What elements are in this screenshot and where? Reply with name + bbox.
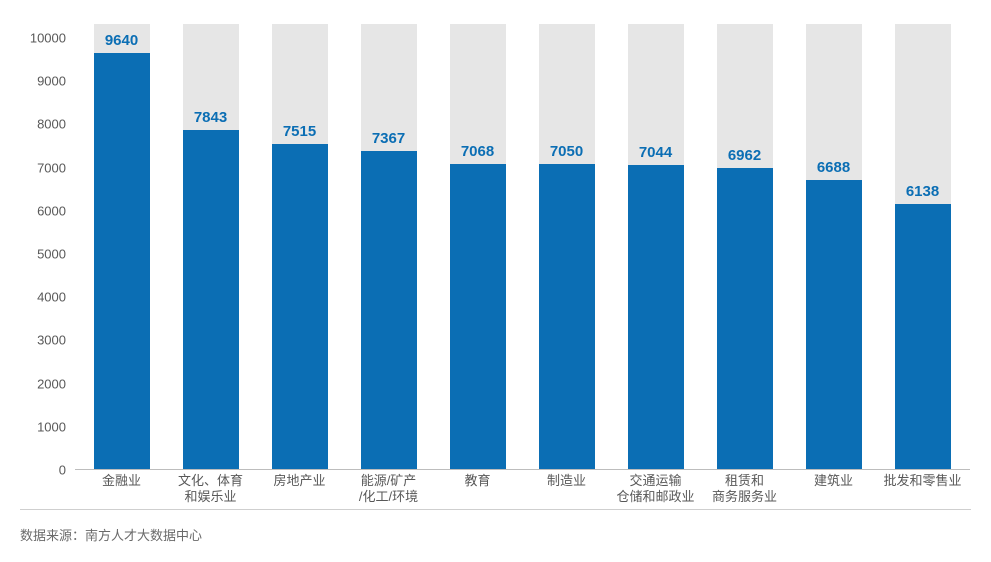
- bar-value-label: 7515: [255, 123, 344, 140]
- bar: [539, 164, 595, 469]
- footer-divider: [20, 509, 971, 510]
- y-tick-label: 2000: [11, 376, 66, 391]
- bar-value-label: 7068: [433, 143, 522, 160]
- bar-group: 7843: [166, 24, 255, 469]
- x-category-label: 交通运输仓储和邮政业: [611, 473, 701, 506]
- bar-value-label: 7044: [611, 144, 700, 161]
- bar-group: 7367: [344, 24, 433, 469]
- bar: [94, 53, 150, 469]
- x-category-label: 金融业: [77, 473, 167, 489]
- bar: [628, 165, 684, 469]
- x-category-label: 建筑业: [789, 473, 879, 489]
- bar-group: 9640: [77, 24, 166, 469]
- x-category-label: 制造业: [522, 473, 612, 489]
- x-category-label: 批发和零售业: [878, 473, 968, 489]
- y-tick-label: 1000: [11, 419, 66, 434]
- bar: [272, 144, 328, 469]
- x-category-label: 租赁和商务服务业: [700, 473, 790, 506]
- footer: 数据来源：南方人才大数据中心: [20, 509, 971, 544]
- bar-value-label: 6688: [789, 159, 878, 176]
- chart-area: 0100020003000400050006000700080009000100…: [15, 25, 975, 500]
- bar: [450, 164, 506, 469]
- bar-value-label: 7050: [522, 143, 611, 160]
- y-tick-label: 10000: [11, 30, 66, 45]
- y-tick-label: 7000: [11, 160, 66, 175]
- y-axis: 0100020003000400050006000700080009000100…: [15, 25, 70, 470]
- bar-group: 7044: [611, 24, 700, 469]
- x-category-label: 能源/矿产/化工/环境: [344, 473, 434, 506]
- x-category-label: 教育: [433, 473, 523, 489]
- bar-group: 7515: [255, 24, 344, 469]
- x-category-label: 文化、体育和娱乐业: [166, 473, 256, 506]
- bar: [717, 168, 773, 469]
- data-source-label: 数据来源：南方人才大数据中心: [20, 517, 971, 544]
- bar-value-label: 6138: [878, 183, 967, 200]
- bar-value-label: 6962: [700, 147, 789, 164]
- bar-group: 7068: [433, 24, 522, 469]
- bar: [895, 204, 951, 469]
- bar-value-label: 9640: [77, 32, 166, 49]
- plot-area: 9640 784375157367706870507044696266886138: [75, 25, 970, 470]
- bar-group: 6962: [700, 24, 789, 469]
- y-tick-label: 6000: [11, 203, 66, 218]
- chart-container: 0 1000 2000 3000 4000 5000 6000 7000 8000 9000 100…: [0, 0, 991, 562]
- bar: [806, 180, 862, 469]
- y-tick-label: 0: [11, 463, 66, 478]
- y-tick-label: 4000: [11, 290, 66, 305]
- x-category-label: 房地产业: [255, 473, 345, 489]
- y-tick-label: 9000: [11, 74, 66, 89]
- bar-value-label: 7367: [344, 130, 433, 147]
- bar: [361, 151, 417, 469]
- y-tick-label: 5000: [11, 246, 66, 261]
- bar-value-label: 7843: [166, 109, 255, 126]
- y-tick-label: 8000: [11, 117, 66, 132]
- x-axis-labels: 金融业文化、体育和娱乐业房地产业能源/矿产/化工/环境教育制造业交通运输仓储和邮…: [75, 473, 970, 513]
- y-tick-label: 3000: [11, 333, 66, 348]
- bar-group: 7050: [522, 24, 611, 469]
- bar-group: 6138: [878, 24, 967, 469]
- bar: [183, 130, 239, 469]
- bar-group: 6688: [789, 24, 878, 469]
